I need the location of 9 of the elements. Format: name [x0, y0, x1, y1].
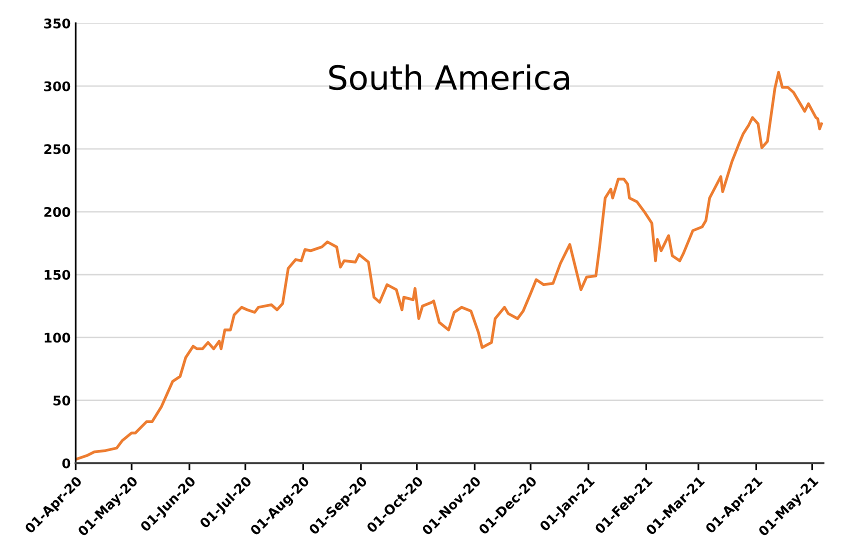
- y-tick-label: 300: [44, 81, 70, 92]
- y-tick-label: 350: [44, 18, 70, 28]
- text: South America: [329, 64, 569, 90]
- y-tick-label: 100: [44, 332, 70, 343]
- y-tick-label: 0: [62, 458, 70, 468]
- y-tick-label: 250: [44, 144, 70, 154]
- y-tick-label: 150: [44, 270, 70, 280]
- y-tick-label: 200: [44, 207, 70, 217]
- y-tick-label: 50: [53, 396, 70, 406]
